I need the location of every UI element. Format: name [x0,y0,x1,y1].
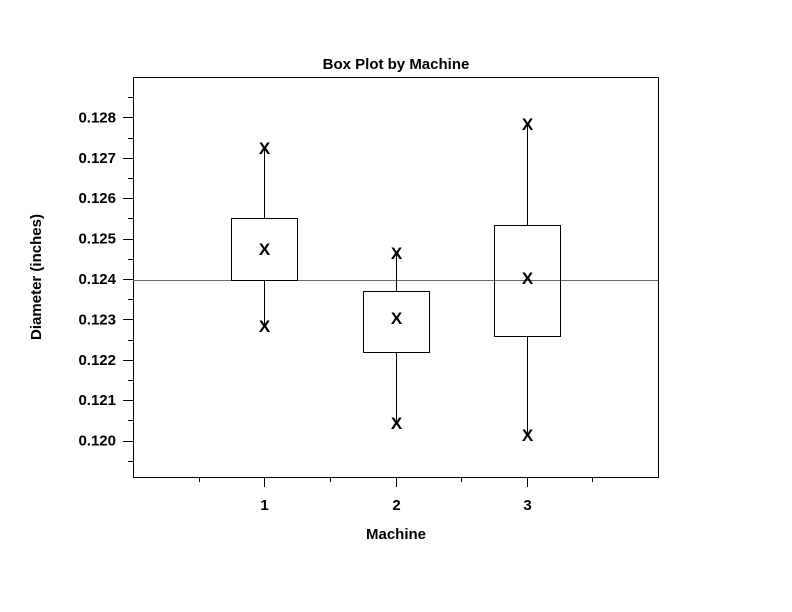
y-tick-label: 0.127 [78,150,116,167]
min-marker: X [522,426,534,445]
x-axis-label: Machine [366,526,426,543]
box-machine-1: X X X [231,139,298,336]
median-marker: X [259,240,271,259]
max-marker: X [522,115,534,134]
y-tick-label: 0.120 [78,433,116,450]
iqr-box [363,291,430,353]
median-marker: X [391,309,403,328]
iqr-box [494,225,561,337]
x-tick-label: 2 [392,497,400,514]
y-tick-label: 0.123 [78,311,116,328]
median-marker: X [522,269,534,288]
y-tick-label: 0.121 [78,392,116,409]
boxes-layer: X X X X X X X X X [231,115,561,445]
min-marker: X [259,317,271,336]
y-axis: 0.128 0.127 0.126 0.125 0.124 0.123 0.122 0.121… [78,97,133,462]
y-tick-label: 0.124 [78,271,116,288]
iqr-box [231,218,298,281]
x-tick-label: 3 [523,497,531,514]
y-tick-label: 0.122 [78,352,116,369]
box-machine-2: X X X [363,244,430,433]
chart-title: Box Plot by Machine [323,56,470,73]
y-tick-label: 0.126 [78,190,116,207]
x-axis: 1 2 3 [199,477,593,514]
y-axis-label: Diameter (inches) [28,214,45,340]
y-tick-label: 0.128 [78,109,116,126]
max-marker: X [259,139,271,158]
max-marker: X [391,244,403,263]
box-machine-3: X X X [494,115,561,445]
y-tick-label: 0.125 [78,231,116,248]
x-tick-label: 1 [260,497,268,514]
min-marker: X [391,414,403,433]
